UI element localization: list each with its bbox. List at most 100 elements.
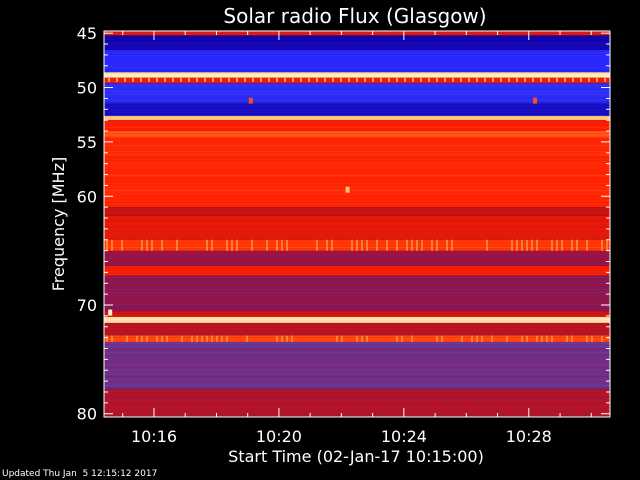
burst-mark	[536, 335, 538, 342]
burst-mark	[121, 239, 123, 251]
burst-mark	[386, 239, 388, 251]
texture-line	[104, 37, 610, 38]
burst-mark	[396, 77, 398, 82]
texture-line	[104, 49, 610, 50]
burst-mark	[268, 77, 270, 82]
frequency-band	[104, 31, 610, 36]
burst-mark	[281, 335, 283, 342]
texture-line	[104, 187, 610, 188]
texture-line	[104, 397, 610, 398]
texture-line	[104, 334, 610, 335]
burst-mark	[516, 239, 518, 251]
burst-mark	[166, 335, 168, 342]
texture-line	[104, 394, 610, 395]
burst-mark	[591, 335, 593, 342]
burst-mark	[404, 77, 406, 82]
x-tick-label: 10:16	[131, 427, 177, 446]
burst-mark	[108, 77, 110, 82]
texture-line	[104, 106, 610, 107]
burst-mark	[524, 77, 526, 82]
burst-mark	[536, 239, 538, 251]
burst-mark	[491, 335, 493, 342]
texture-line	[104, 88, 610, 89]
texture-line	[104, 100, 610, 101]
burst-mark	[546, 335, 548, 342]
burst-mark	[292, 77, 294, 82]
burst-mark	[436, 77, 438, 82]
texture-line	[104, 325, 610, 326]
y-tick-label: 70	[77, 296, 97, 315]
burst-mark	[526, 239, 528, 251]
burst-mark	[446, 239, 448, 251]
texture-line	[104, 301, 610, 302]
burst-mark	[212, 77, 214, 82]
burst-mark	[436, 239, 438, 251]
texture-line	[104, 76, 610, 77]
burst-mark	[601, 239, 603, 251]
burst-mark	[231, 239, 233, 251]
burst-mark	[172, 77, 174, 82]
burst-mark	[161, 239, 163, 251]
frequency-band	[104, 35, 610, 50]
burst-mark	[572, 77, 574, 82]
texture-line	[104, 316, 610, 317]
burst-mark	[124, 77, 126, 82]
burst-mark	[284, 77, 286, 82]
x-axis-label: Start Time (02-Jan-17 10:15:00)	[228, 447, 484, 466]
texture-line	[104, 223, 610, 224]
x-tick-label: 10:24	[381, 427, 427, 446]
texture-line	[104, 97, 610, 98]
burst-mark	[180, 77, 182, 82]
texture-line	[104, 274, 610, 275]
burst-mark	[431, 239, 433, 251]
signal-event	[533, 97, 537, 104]
burst-mark	[506, 335, 508, 342]
texture-line	[104, 277, 610, 278]
burst-mark	[366, 335, 368, 342]
texture-line	[104, 217, 610, 218]
texture-line	[104, 346, 610, 347]
signal-event	[108, 309, 113, 316]
texture-line	[104, 109, 610, 110]
texture-line	[104, 238, 610, 239]
texture-line	[104, 229, 610, 230]
texture-line	[104, 409, 610, 410]
texture-line	[104, 178, 610, 179]
texture-line	[104, 94, 610, 95]
burst-mark	[126, 335, 128, 342]
burst-mark	[340, 77, 342, 82]
texture-line	[104, 328, 610, 329]
burst-mark	[260, 77, 262, 82]
y-axis-label: Frequency [MHz]	[49, 157, 68, 291]
burst-mark	[511, 239, 513, 251]
texture-line	[104, 292, 610, 293]
burst-mark	[406, 239, 408, 251]
burst-mark	[476, 77, 478, 82]
burst-mark	[324, 77, 326, 82]
y-tick-label: 50	[77, 79, 97, 98]
burst-mark	[276, 77, 278, 82]
burst-mark	[204, 77, 206, 82]
texture-line	[104, 283, 610, 284]
plot-area	[104, 31, 610, 417]
texture-line	[104, 52, 610, 53]
texture-line	[104, 112, 610, 113]
texture-line	[104, 58, 610, 59]
texture-line	[104, 34, 610, 35]
burst-mark	[148, 77, 150, 82]
burst-mark	[486, 239, 488, 251]
plot-frame	[103, 30, 611, 418]
burst-mark	[500, 77, 502, 82]
texture-line	[104, 289, 610, 290]
frequency-band	[104, 131, 610, 138]
burst-mark	[141, 335, 143, 342]
burst-mark	[161, 335, 163, 342]
texture-line	[104, 199, 610, 200]
burst-mark	[484, 77, 486, 82]
burst-mark	[396, 335, 398, 342]
burst-mark	[316, 77, 318, 82]
burst-mark	[244, 77, 246, 82]
burst-mark	[136, 335, 138, 342]
y-tick-label: 60	[77, 187, 97, 206]
